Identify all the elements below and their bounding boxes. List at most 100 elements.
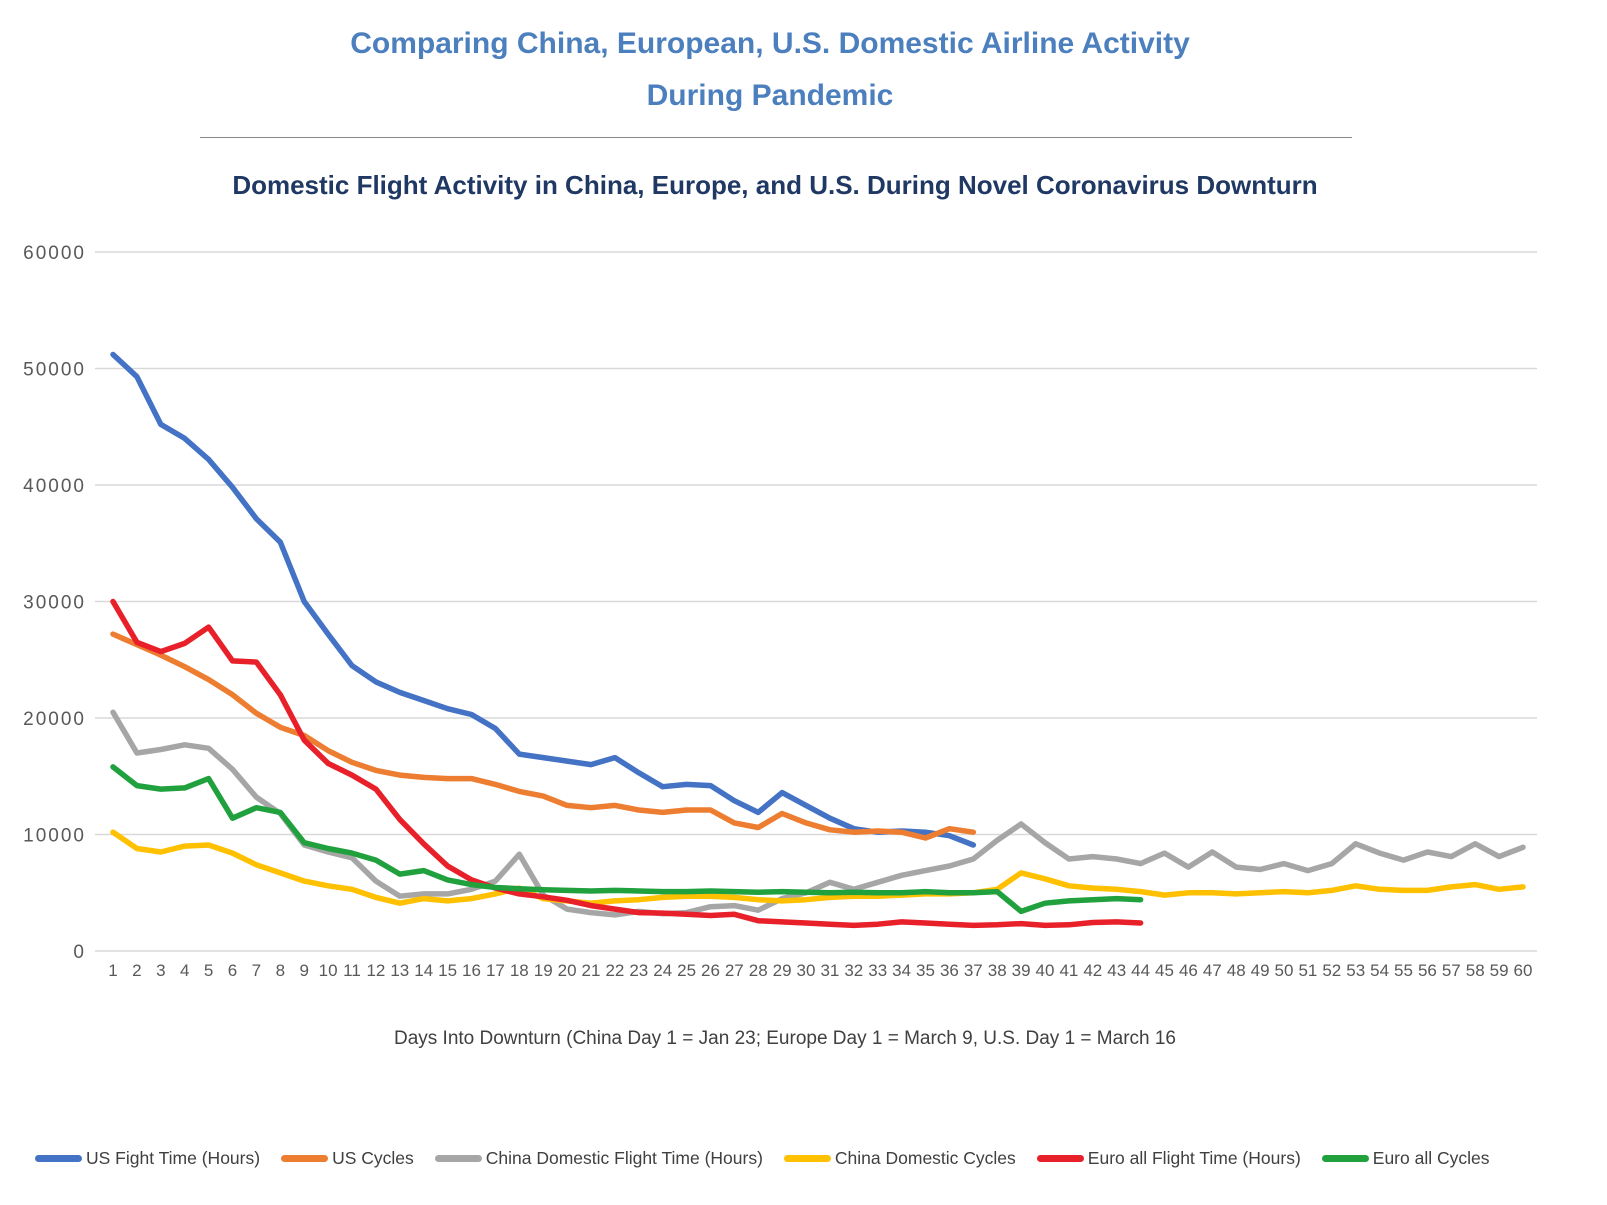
x-axis-tick-label: 9: [299, 961, 308, 980]
x-axis-tick-label: 42: [1083, 961, 1102, 980]
legend-item-3: China Domestic Cycles: [783, 1148, 1016, 1169]
x-axis-tick-label: 52: [1322, 961, 1341, 980]
x-axis-tick-label: 7: [252, 961, 261, 980]
x-axis-tick-label: 6: [228, 961, 237, 980]
x-axis-tick-label: 17: [486, 961, 505, 980]
y-axis-tick-label: 20000: [23, 709, 86, 730]
x-axis-tick-label: 33: [868, 961, 887, 980]
x-axis-tick-label: 48: [1227, 961, 1246, 980]
x-axis-tick-label: 56: [1418, 961, 1437, 980]
legend-line-swatch-icon: [281, 1155, 329, 1162]
x-axis-tick-label: 54: [1370, 961, 1389, 980]
x-axis-tick-label: 37: [964, 961, 983, 980]
x-axis-tick-label: 23: [629, 961, 648, 980]
x-axis-tick-label: 38: [988, 961, 1007, 980]
x-axis-tick-label: 32: [844, 961, 863, 980]
x-axis-tick-label: 34: [892, 961, 911, 980]
x-axis-tick-label: 8: [276, 961, 285, 980]
x-axis-tick-label: 40: [1036, 961, 1055, 980]
legend-label: US Cycles: [332, 1148, 414, 1168]
x-axis-tick-label: 20: [558, 961, 577, 980]
chart-title: Domestic Flight Activity in China, Europ…: [232, 170, 1318, 200]
legend-item-2: China Domestic Flight Time (Hours): [434, 1148, 763, 1169]
series-line-4: [110, 598, 1144, 929]
legend-label: China Domestic Cycles: [834, 1148, 1016, 1168]
y-axis-tick-label: 50000: [23, 360, 86, 381]
page-title-line1: Comparing China, European, U.S. Domestic…: [350, 27, 1190, 60]
x-axis-tick-label: 51: [1298, 961, 1317, 980]
legend-label: China Domestic Flight Time (Hours): [485, 1148, 763, 1168]
x-axis-tick-label: 14: [414, 961, 433, 980]
x-axis-tick-label: 57: [1442, 961, 1461, 980]
x-axis-tick-label: 35: [916, 961, 935, 980]
x-axis-tick-label: 55: [1394, 961, 1413, 980]
x-axis-tick-label: 22: [605, 961, 624, 980]
legend-label: Euro all Cycles: [1372, 1148, 1490, 1168]
x-axis-tick-label: 21: [582, 961, 601, 980]
x-axis-tick-label: 2: [132, 961, 141, 980]
series-line-1: [110, 631, 977, 841]
y-axis-tick-label: 0: [73, 942, 86, 963]
series-line-3: [110, 829, 1526, 906]
x-axis-tick-label: 15: [438, 961, 457, 980]
x-axis-tick-label: 1: [108, 961, 117, 980]
y-axis-tick-label: 60000: [23, 243, 86, 264]
x-axis-tick-label: 41: [1059, 961, 1078, 980]
x-axis-tick-label: 28: [749, 961, 768, 980]
x-axis-tick-label: 60: [1514, 961, 1533, 980]
legend-label: US Fight Time (Hours): [86, 1148, 261, 1168]
x-axis-tick-label: 24: [653, 961, 672, 980]
x-axis-tick-label: 46: [1179, 961, 1198, 980]
page-title-line2: During Pandemic: [646, 79, 894, 112]
legend-line-swatch-icon: [1036, 1155, 1084, 1162]
x-axis-tick-label: 18: [510, 961, 529, 980]
title-divider: [200, 137, 1352, 138]
x-axis-tick-label: 25: [677, 961, 696, 980]
x-axis-tick-label: 47: [1203, 961, 1222, 980]
x-axis-tick-label: 26: [701, 961, 720, 980]
x-axis-tick-label: 58: [1466, 961, 1485, 980]
x-axis-tick-label: 5: [204, 961, 213, 980]
x-axis-tick-label: 45: [1155, 961, 1174, 980]
legend-item-5: Euro all Cycles: [1321, 1148, 1490, 1169]
x-axis-tick-label: 50: [1275, 961, 1294, 980]
series-line-0: [110, 351, 977, 848]
series-line-2: [110, 709, 1526, 918]
legend-item-4: Euro all Flight Time (Hours): [1036, 1148, 1301, 1169]
x-axis-tick-label: 49: [1251, 961, 1270, 980]
x-axis-tick-label: 43: [1107, 961, 1126, 980]
x-axis-tick-label: 11: [343, 961, 361, 980]
x-axis-tick-label: 10: [319, 961, 338, 980]
x-axis-tick-label: 30: [797, 961, 816, 980]
x-axis-tick-label: 19: [534, 961, 553, 980]
legend-line-swatch-icon: [434, 1155, 482, 1162]
legend-line-swatch-icon: [35, 1155, 82, 1162]
page-title: Comparing China, European, U.S. Domestic…: [0, 18, 1540, 122]
x-axis-tick-label: 16: [462, 961, 481, 980]
x-axis-tick-label: 29: [773, 961, 792, 980]
x-axis-title: Days Into Downturn (China Day 1 = Jan 23…: [393, 1028, 1176, 1049]
x-axis-tick-label: 39: [1012, 961, 1031, 980]
legend-item-0: US Fight Time (Hours): [35, 1148, 260, 1169]
series-line-5: [110, 764, 1144, 915]
x-axis-tick-label: 31: [820, 961, 839, 980]
x-axis-tick-label: 3: [156, 961, 165, 980]
x-axis-tick-label: 59: [1490, 961, 1509, 980]
y-axis-tick-label: 10000: [23, 826, 86, 847]
x-axis-tick-label: 36: [940, 961, 959, 980]
x-axis-tick-label: 53: [1346, 961, 1365, 980]
legend-line-swatch-icon: [1321, 1155, 1369, 1162]
x-axis-tick-label: 4: [180, 961, 189, 980]
legend-label: Euro all Flight Time (Hours): [1087, 1148, 1301, 1168]
x-axis-tick-label: 12: [366, 961, 385, 980]
x-axis-tick-label: 27: [725, 961, 744, 980]
chart-legend: US Fight Time (Hours) US Cycles China Dome…: [35, 1148, 1490, 1169]
y-axis-tick-label: 30000: [23, 593, 86, 614]
x-axis-tick-label: 44: [1131, 961, 1150, 980]
legend-line-swatch-icon: [783, 1155, 831, 1162]
y-axis-tick-label: 40000: [23, 476, 86, 497]
legend-item-1: US Cycles: [281, 1148, 414, 1169]
x-axis-tick-label: 13: [390, 961, 409, 980]
